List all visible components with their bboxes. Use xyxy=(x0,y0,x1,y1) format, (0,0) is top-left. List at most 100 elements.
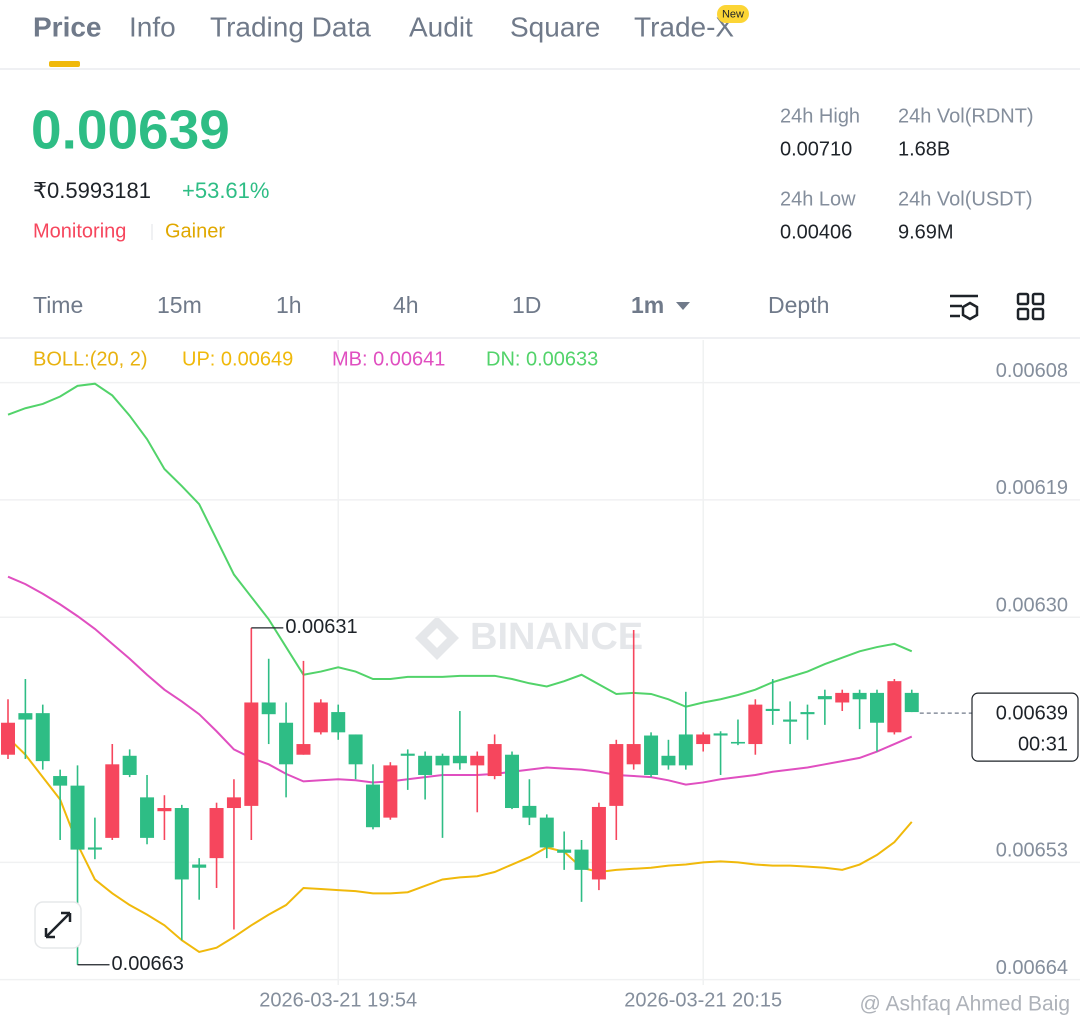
tab[interactable]: Audit xyxy=(409,11,473,42)
candle-body xyxy=(365,784,380,828)
candle-body xyxy=(730,741,745,744)
candle-body xyxy=(53,776,68,786)
candle-body xyxy=(192,864,207,868)
y-tick-label: 0.00608 xyxy=(996,360,1068,382)
y-tick-label: 0.00630 xyxy=(996,594,1068,616)
change: +53.61% xyxy=(182,178,269,203)
candle-body xyxy=(1,722,15,755)
candle-body xyxy=(800,712,815,715)
candle-body xyxy=(418,755,433,775)
dropdown-arrow[interactable] xyxy=(676,302,690,310)
new-badge xyxy=(717,5,749,23)
boll-line xyxy=(7,382,913,708)
candle-body xyxy=(209,808,224,859)
y-tick-label: 0.00664 xyxy=(996,957,1068,979)
boll-line xyxy=(7,575,913,786)
new-badge-text: New xyxy=(722,8,744,20)
tag[interactable]: Monitoring xyxy=(33,220,126,242)
candle-body xyxy=(609,744,624,806)
candle-body xyxy=(591,806,606,880)
y-tick-label: 0.00653 xyxy=(996,840,1068,862)
candle-body xyxy=(470,755,485,766)
tab-bar: Price Info Trading Data Audit Square Tra… xyxy=(0,5,1080,70)
boll-line xyxy=(7,736,913,954)
last-price-tag xyxy=(971,692,1079,762)
annotation: 0.00663 xyxy=(112,953,184,975)
y-tick-label: 0.00619 xyxy=(996,477,1068,499)
expand-button[interactable] xyxy=(34,901,82,949)
settings-icon[interactable] xyxy=(950,294,979,321)
legend-entry: MB: 0.00641 xyxy=(332,348,445,370)
candle-body xyxy=(261,702,276,715)
candle-body xyxy=(887,681,902,733)
candle-body xyxy=(783,719,798,722)
candle-body xyxy=(870,692,884,723)
tab[interactable]: Price xyxy=(33,11,102,42)
candle-body xyxy=(626,744,641,765)
annotation: 0.00631 xyxy=(285,616,357,638)
candle-body xyxy=(713,733,728,736)
candle-body xyxy=(105,764,120,838)
stat-label: 24h Vol(RDNT) xyxy=(898,105,1034,127)
last-price: 0.00639 xyxy=(996,702,1068,724)
candle-body xyxy=(174,808,189,880)
timeframe[interactable]: Depth xyxy=(768,292,829,318)
tab[interactable]: Info xyxy=(129,11,176,42)
tab-indicator xyxy=(49,61,80,67)
candle-body xyxy=(18,713,33,720)
candle-body xyxy=(817,696,832,700)
candle-body xyxy=(539,817,554,848)
candle-body xyxy=(765,708,780,712)
candle-body xyxy=(696,734,711,745)
candle-body xyxy=(400,753,415,756)
stat-value: 1.68B xyxy=(898,138,950,160)
candle-body xyxy=(157,808,172,812)
watermark: BINANCE xyxy=(415,616,643,660)
countdown: 00:31 xyxy=(1018,733,1068,755)
x-tick-label: 2026-03-21 20:15 xyxy=(624,989,782,1011)
candle-body xyxy=(644,735,659,775)
candle-body xyxy=(452,755,467,764)
candle-body xyxy=(852,692,867,700)
x-tick-label: 2026-03-21 19:54 xyxy=(259,989,417,1011)
candle-body xyxy=(70,785,85,850)
timeframe[interactable]: 1D xyxy=(512,292,541,318)
timeframe[interactable]: 15m xyxy=(157,292,202,318)
candle-body xyxy=(348,734,363,765)
tag[interactable]: Gainer xyxy=(165,220,225,242)
credit: @ Ashfaq Ahmed Baig xyxy=(860,993,1070,1016)
candle-body xyxy=(574,849,589,870)
tab[interactable]: Square xyxy=(510,11,600,42)
candle-body xyxy=(557,849,572,853)
candle-body xyxy=(748,704,763,745)
candle-body xyxy=(244,702,259,806)
stat-label: 24h Vol(USDT) xyxy=(898,188,1033,210)
tab[interactable]: Trading Data xyxy=(210,11,371,42)
stat-value: 0.00710 xyxy=(780,138,852,160)
timeframe[interactable]: 1m xyxy=(631,292,664,318)
candle-body xyxy=(678,734,693,766)
stat-value: 0.00406 xyxy=(780,221,852,243)
price: 0.00639 xyxy=(31,99,230,161)
candle-body xyxy=(487,744,502,777)
timeframe[interactable]: Time xyxy=(33,292,83,318)
legend-entry: UP: 0.00649 xyxy=(182,348,293,370)
candle-body xyxy=(383,765,398,818)
timeframe[interactable]: 1h xyxy=(276,292,302,318)
candle-body xyxy=(661,755,676,766)
timeframe-bar: Time 15m 1h 4h 1D 1m Depth xyxy=(0,292,1080,339)
stat-label: 24h Low xyxy=(780,188,856,210)
candle-body xyxy=(331,712,346,733)
candle-body xyxy=(87,847,102,850)
fiat-price: ₹0.5993181 xyxy=(33,178,151,203)
candle-body xyxy=(835,692,850,703)
candle-body xyxy=(226,797,241,809)
stat-label: 24h High xyxy=(780,105,860,127)
candle-body xyxy=(279,722,294,765)
timeframe[interactable]: 4h xyxy=(393,292,419,318)
candle-body xyxy=(313,702,328,733)
candle-body xyxy=(522,805,537,818)
candle-body xyxy=(904,692,919,713)
layout-icon[interactable] xyxy=(1016,292,1045,321)
candle-body xyxy=(122,755,137,775)
